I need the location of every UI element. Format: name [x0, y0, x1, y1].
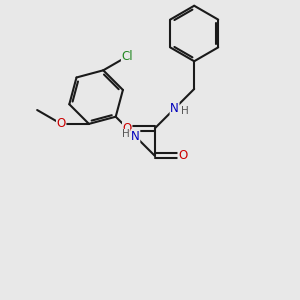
Text: O: O — [57, 117, 66, 130]
Text: H: H — [122, 129, 129, 139]
Text: O: O — [123, 122, 132, 135]
Text: Cl: Cl — [122, 50, 133, 63]
Text: H: H — [181, 106, 188, 116]
Text: O: O — [178, 149, 187, 162]
Text: N: N — [170, 102, 179, 115]
Text: N: N — [131, 130, 140, 143]
